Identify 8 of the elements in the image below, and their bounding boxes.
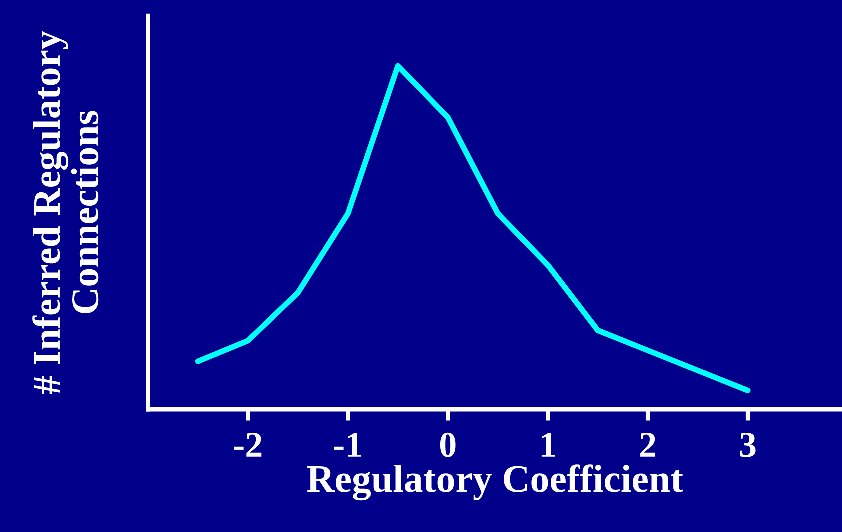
- x-tick-label: 3: [740, 433, 756, 458]
- x-tick-label: -1: [334, 433, 362, 457]
- x-tick-label: 2: [640, 433, 656, 457]
- y-axis-title: # Inferred Regulatory Connections: [32, 31, 99, 394]
- x-tick-label: 0: [440, 432, 456, 458]
- x-axis-title: Regulatory Coefficient: [307, 464, 684, 501]
- x-tick-label: 1: [542, 433, 556, 457]
- x-tick-label: -2: [234, 433, 262, 457]
